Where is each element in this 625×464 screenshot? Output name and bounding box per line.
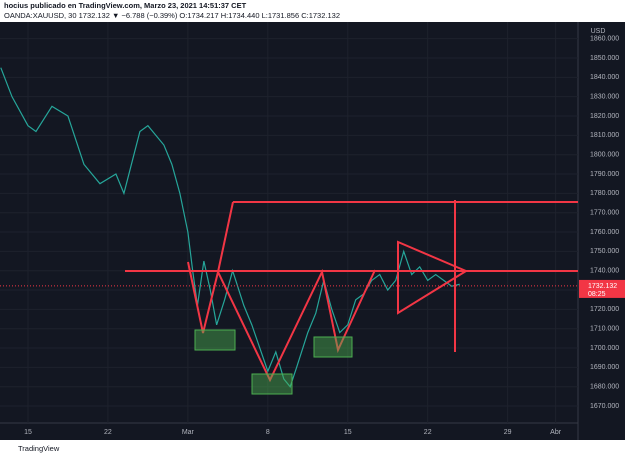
y-tick-label: 1710.000 (590, 326, 619, 333)
x-tick-label: 22 (424, 429, 432, 436)
zone (194, 329, 236, 351)
x-tick-label: 8 (266, 429, 270, 436)
y-tick-label: 1810.000 (590, 132, 619, 139)
countdown-label: 08:25 (588, 291, 606, 298)
y-tick-label: 1700.000 (590, 345, 619, 352)
y-tick-label: 1780.000 (590, 190, 619, 197)
x-tick-label: 22 (104, 429, 112, 436)
price-line (0, 67, 460, 388)
drawings (125, 200, 578, 383)
y-tick-label: 1690.000 (590, 364, 619, 371)
y-tick-label: 1820.000 (590, 113, 619, 120)
axis-unit: USD (591, 28, 606, 35)
y-tick-label: 1770.000 (590, 210, 619, 217)
y-tick-label: 1670.000 (590, 403, 619, 410)
x-tick-label: Abr (550, 429, 562, 436)
y-tick-label: 1850.000 (590, 55, 619, 62)
y-tick-label: 1790.000 (590, 171, 619, 178)
chart-background (0, 22, 625, 440)
last-price-label: 1732.132 (588, 283, 617, 290)
y-tick-label: 1860.000 (590, 36, 619, 43)
chart-title: hocius publicado en TradingView.com, Mar… (4, 1, 247, 10)
last-price-box (579, 279, 625, 298)
breakout-line (217, 201, 234, 273)
chart-subtitle: OANDA:XAUUSD, 30 1732.132 ▼ −6.788 (−0.3… (4, 11, 340, 20)
y-tick-label: 1750.000 (590, 248, 619, 255)
x-tick-label: Mar (182, 429, 195, 436)
triangle (397, 240, 469, 315)
y-tick-label: 1840.000 (590, 74, 619, 81)
x-tick-label: 15 (24, 429, 32, 436)
zones (194, 329, 353, 395)
zone (313, 336, 353, 358)
y-tick-label: 1680.000 (590, 384, 619, 391)
y-tick-label: 1800.000 (590, 152, 619, 159)
pattern-line (187, 261, 376, 383)
y-tick-label: 1760.000 (590, 229, 619, 236)
y-tick-label: 1740.000 (590, 268, 619, 275)
x-tick-label: 29 (504, 429, 512, 436)
footer (0, 440, 625, 459)
y-tick-label: 1720.000 (590, 306, 619, 313)
y-tick-label: 1830.000 (590, 94, 619, 101)
x-tick-label: 15 (344, 429, 352, 436)
zone (251, 373, 293, 395)
branding: TradingView (18, 444, 60, 453)
